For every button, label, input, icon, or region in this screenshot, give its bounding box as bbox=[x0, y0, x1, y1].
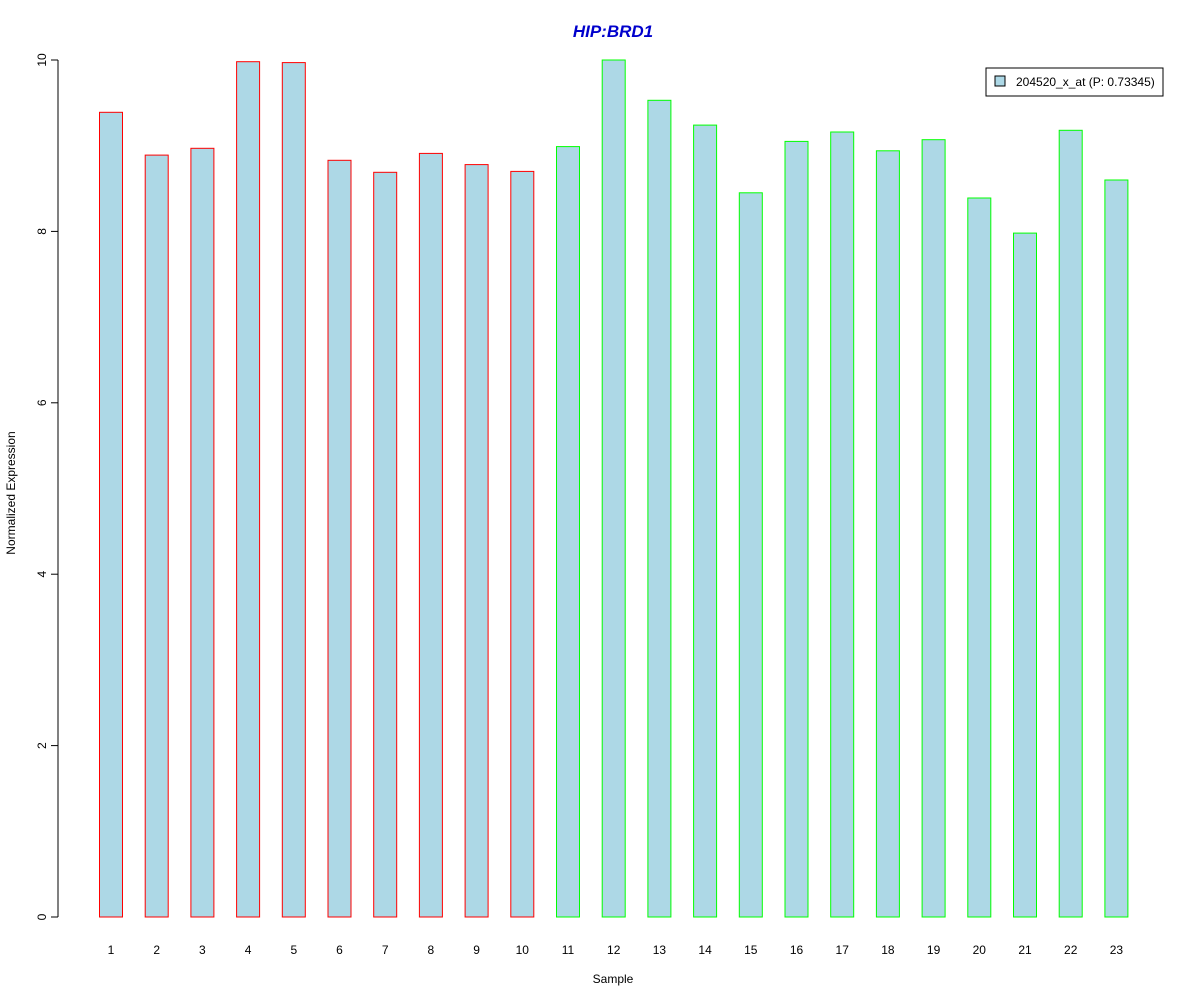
bar-sample-18 bbox=[875, 150, 900, 918]
bar-sample-23 bbox=[1104, 179, 1129, 918]
y-tick-label: 6 bbox=[35, 399, 49, 406]
x-tick-label: 1 bbox=[108, 943, 115, 957]
bar-sample-5 bbox=[281, 62, 306, 918]
x-tick-label: 16 bbox=[790, 943, 804, 957]
bar-sample-19 bbox=[921, 139, 946, 918]
bar-sample-10 bbox=[510, 170, 535, 918]
x-tick-labels: 1 2 3 4 5 6 7 8 9 10 11 12 13 14 15 16 17 18 19 20 21 22 23 bbox=[108, 943, 1124, 957]
y-tick-label: 4 bbox=[35, 571, 49, 578]
bar-sample-13 bbox=[647, 99, 672, 918]
bar-sample-3 bbox=[190, 147, 215, 918]
x-tick-label: 4 bbox=[245, 943, 252, 957]
x-axis-title: Sample bbox=[593, 972, 634, 986]
bar-sample-1 bbox=[99, 111, 123, 918]
x-tick-label: 21 bbox=[1018, 943, 1032, 957]
bar-sample-17 bbox=[830, 131, 855, 918]
x-tick-label: 17 bbox=[836, 943, 850, 957]
bar-sample-9 bbox=[464, 164, 489, 918]
legend: 204520_x_at (P: 0.73345) bbox=[985, 67, 1164, 97]
bar-sample-6 bbox=[327, 159, 352, 918]
y-tick-label: 8 bbox=[35, 228, 49, 235]
legend-swatch bbox=[994, 75, 1006, 87]
bar-sample-2 bbox=[144, 154, 169, 918]
y-tick-label: 10 bbox=[35, 53, 49, 67]
x-tick-label: 20 bbox=[973, 943, 987, 957]
x-tick-label: 19 bbox=[927, 943, 941, 957]
legend-label: 204520_x_at (P: 0.73345) bbox=[1016, 75, 1155, 89]
x-tick-label: 2 bbox=[153, 943, 160, 957]
x-tick-label: 15 bbox=[744, 943, 758, 957]
bar-sample-20 bbox=[967, 197, 992, 918]
bar-sample-15 bbox=[738, 192, 763, 918]
bar-sample-14 bbox=[693, 124, 718, 918]
bar-sample-21 bbox=[1013, 232, 1037, 918]
bars-group bbox=[99, 59, 1129, 918]
bar-sample-7 bbox=[373, 171, 398, 918]
x-tick-label: 9 bbox=[473, 943, 480, 957]
y-tick-label: 2 bbox=[35, 742, 49, 749]
bar-sample-11 bbox=[556, 146, 580, 918]
bar-sample-16 bbox=[784, 140, 809, 918]
x-tick-label: 18 bbox=[881, 943, 895, 957]
bar-sample-12 bbox=[601, 59, 626, 918]
bar-sample-22 bbox=[1058, 129, 1083, 918]
y-axis-title: Normalized Expression bbox=[4, 431, 18, 554]
bar-sample-8 bbox=[418, 152, 443, 918]
x-tick-label: 11 bbox=[562, 943, 575, 957]
y-axis: 0 2 4 6 8 10 bbox=[35, 53, 59, 920]
x-tick-label: 6 bbox=[336, 943, 343, 957]
x-tick-label: 14 bbox=[698, 943, 712, 957]
bar-sample-4 bbox=[236, 61, 261, 918]
x-tick-label: 22 bbox=[1064, 943, 1078, 957]
x-tick-label: 12 bbox=[607, 943, 621, 957]
x-tick-label: 3 bbox=[199, 943, 206, 957]
x-tick-label: 8 bbox=[428, 943, 435, 957]
y-tick-label: 0 bbox=[35, 913, 49, 920]
x-tick-label: 13 bbox=[653, 943, 667, 957]
x-tick-label: 23 bbox=[1110, 943, 1124, 957]
chart-title: HIP:BRD1 bbox=[573, 22, 653, 41]
legend-box bbox=[985, 67, 1164, 97]
x-tick-label: 5 bbox=[290, 943, 297, 957]
x-tick-label: 10 bbox=[516, 943, 530, 957]
x-tick-label: 7 bbox=[382, 943, 389, 957]
